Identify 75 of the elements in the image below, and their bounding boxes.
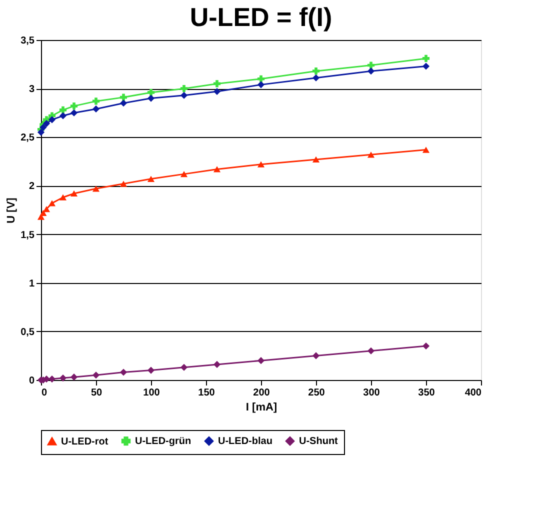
y-tick-label: 3,5 — [20, 36, 35, 46]
point — [120, 368, 128, 376]
point — [48, 375, 56, 383]
point — [59, 374, 67, 382]
point — [367, 62, 375, 69]
chart-title: U-LED = f(I) — [190, 2, 332, 32]
point — [59, 112, 67, 120]
x-tick-label: 400 — [464, 388, 482, 398]
legend-label: U-LED-rot — [61, 436, 109, 448]
point — [312, 352, 320, 360]
x-tick-label: 300 — [363, 388, 380, 398]
point — [422, 54, 430, 62]
point — [40, 210, 47, 216]
point — [42, 206, 50, 212]
point — [147, 88, 155, 96]
x-tick-label: 0 — [42, 388, 48, 398]
x-tick-label: 200 — [253, 388, 270, 398]
y-tick-label: 2 — [28, 181, 35, 192]
point — [257, 161, 265, 168]
point — [213, 80, 221, 88]
point — [70, 109, 78, 116]
y-tick-label: 2,5 — [20, 132, 35, 144]
point — [180, 364, 188, 371]
x-tick-label: 250 — [308, 388, 326, 398]
x-tick-label: 150 — [198, 388, 216, 398]
x-tick-label: 100 — [143, 388, 160, 398]
point — [367, 347, 375, 354]
point — [147, 176, 155, 182]
y-axis-title: U [V] — [6, 197, 18, 224]
point — [213, 88, 221, 96]
point — [180, 170, 188, 178]
point — [120, 94, 128, 101]
x-axis-title: I [mA] — [246, 402, 278, 414]
point — [180, 92, 188, 99]
point — [180, 85, 188, 92]
point — [257, 81, 265, 88]
point — [92, 98, 100, 105]
point — [312, 74, 320, 82]
point — [92, 186, 100, 192]
legend-label: U-LED-grün — [135, 436, 192, 448]
point — [312, 156, 320, 163]
point — [40, 124, 47, 131]
point — [120, 100, 128, 107]
x-tick-label: 350 — [418, 388, 436, 398]
point — [213, 360, 221, 368]
legend-label: U-Shunt — [299, 436, 339, 448]
point — [70, 190, 78, 197]
point — [59, 106, 67, 114]
point — [48, 200, 56, 206]
point — [59, 194, 67, 200]
point — [92, 372, 100, 379]
x-tick-label: 50 — [90, 388, 102, 398]
point — [70, 102, 78, 110]
legend-label: U-LED-blau — [218, 436, 272, 448]
point — [48, 116, 56, 124]
point — [92, 105, 100, 113]
y-tick-label: 1,5 — [20, 230, 35, 241]
point — [422, 62, 430, 70]
point — [257, 357, 265, 364]
point — [213, 166, 221, 172]
y-tick-label: 3 — [28, 84, 35, 96]
point — [147, 94, 155, 102]
y-tick-label: 1 — [28, 278, 35, 290]
y-tick-label: 0 — [28, 376, 35, 386]
point — [367, 152, 375, 158]
point — [120, 180, 128, 187]
point — [257, 75, 265, 82]
point — [422, 342, 430, 350]
y-tick-label: 0,5 — [20, 326, 35, 338]
point — [367, 68, 375, 75]
point — [70, 374, 78, 381]
point — [422, 146, 430, 153]
point — [42, 120, 50, 128]
point — [147, 366, 155, 374]
point — [312, 68, 320, 75]
